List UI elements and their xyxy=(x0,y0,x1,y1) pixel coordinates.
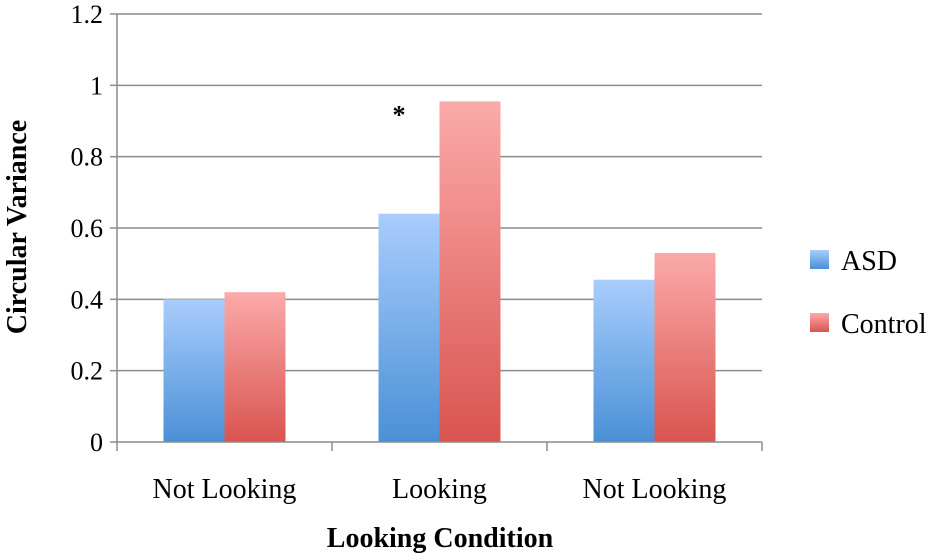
x-category-labels: Not Looking Looking Not Looking xyxy=(153,474,727,505)
y-tick-label: 1 xyxy=(90,71,103,100)
bar-asd-1 xyxy=(378,213,440,442)
y-tick-labels: 0 0.2 0.4 0.6 0.8 1 1.2 xyxy=(71,0,104,457)
y-axis-title: Circular Variance xyxy=(2,120,33,334)
annotations: * xyxy=(393,100,406,129)
x-category-label: Not Looking xyxy=(153,474,297,505)
y-tick-label: 1.2 xyxy=(71,0,104,29)
bar-control-1 xyxy=(439,101,501,442)
axes xyxy=(110,13,763,451)
bar-asd-0 xyxy=(163,299,225,442)
x-category-label: Looking xyxy=(392,474,487,505)
x-axis-title: Looking Condition xyxy=(327,523,554,554)
y-tick-label: 0.2 xyxy=(71,357,104,386)
legend-swatch-control xyxy=(810,313,829,332)
y-tick-label: 0.6 xyxy=(71,214,104,243)
bar-control-0 xyxy=(224,292,286,442)
bar-asd-2 xyxy=(593,279,655,442)
significance-marker: * xyxy=(393,100,406,129)
legend-label-asd: ASD xyxy=(841,246,897,277)
bars xyxy=(163,101,716,442)
legend-label-control: Control xyxy=(841,309,927,340)
legend-swatch-asd xyxy=(810,250,829,269)
y-tick-label: 0.8 xyxy=(71,143,104,172)
x-category-label: Not Looking xyxy=(583,474,727,505)
bar-control-2 xyxy=(654,252,716,442)
y-tick-label: 0 xyxy=(90,428,103,457)
legend: ASD Control xyxy=(810,246,927,340)
y-tick-label: 0.4 xyxy=(71,285,104,314)
